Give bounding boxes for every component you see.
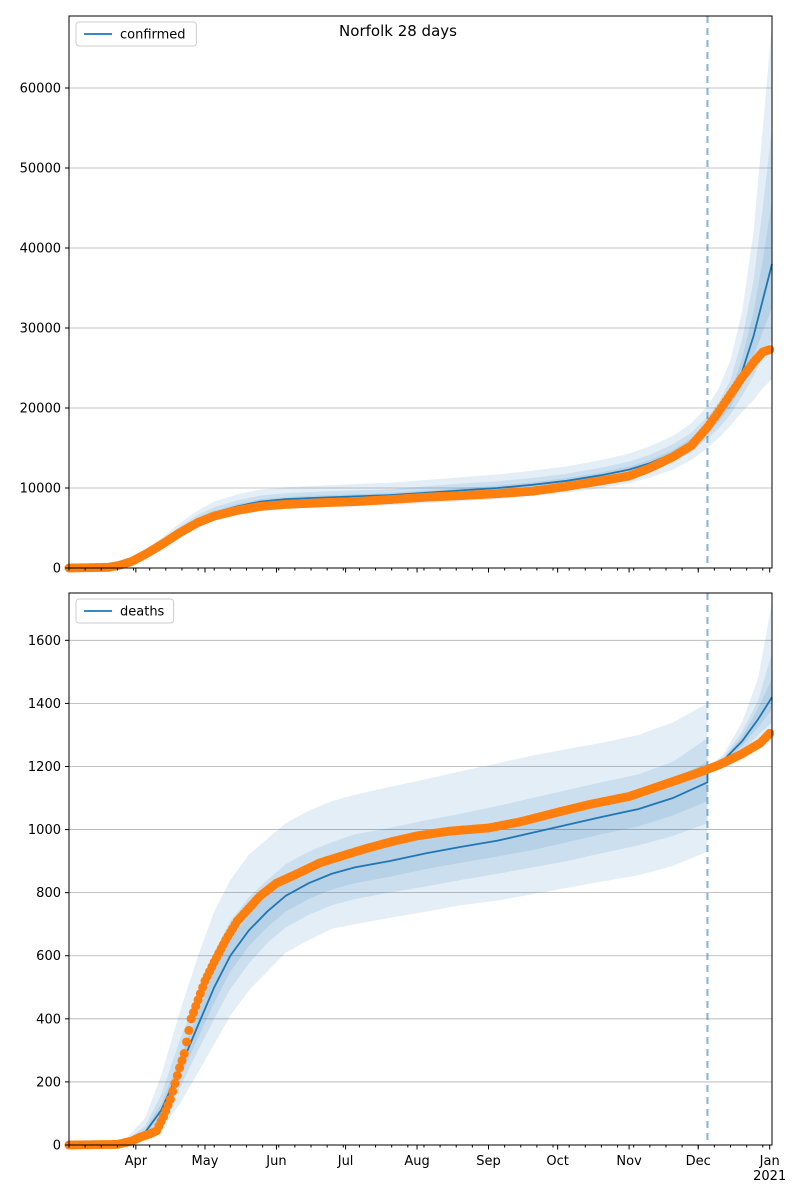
deaths-panel: 0 200 400 600 800 1000 1200 1400 1600 Apr May Jun Ju… xyxy=(28,592,786,1184)
y-tick-label: 30000 xyxy=(20,322,61,337)
y-tick-label: 60000 xyxy=(20,82,61,97)
observed-point xyxy=(175,1063,185,1073)
uncertainty-band-outer xyxy=(69,602,772,1145)
y-tick-label: 0 xyxy=(53,1139,61,1154)
x-tick-label: 2021 xyxy=(753,1169,786,1184)
x-tick-label: Sep xyxy=(476,1154,501,1169)
legend-box xyxy=(75,21,197,47)
x-tick-label: Aug xyxy=(404,1154,429,1169)
x-tick-label: Apr xyxy=(125,1154,148,1169)
y-tick-label: 400 xyxy=(36,1012,61,1027)
confirmed-panel: 0 10000 20000 30000 40000 50000 60000 confirmed xyxy=(20,15,775,577)
uncertainty-band-outer xyxy=(69,24,772,568)
y-tick-label: 0 xyxy=(53,562,61,577)
observed-point xyxy=(184,1025,194,1035)
observed-point xyxy=(179,1049,189,1059)
x-tick-label: Jun xyxy=(265,1154,286,1169)
observed-point xyxy=(177,1056,187,1066)
y-tick-label: 600 xyxy=(36,949,61,964)
legend-label: confirmed xyxy=(120,28,186,43)
plot-frame xyxy=(68,592,773,1146)
model-line xyxy=(68,263,773,569)
y-tick-label: 800 xyxy=(36,886,61,901)
x-tick-label: Jan xyxy=(759,1154,780,1169)
uncertainty-band-inner xyxy=(69,200,772,568)
y-tick-label: 20000 xyxy=(20,402,61,417)
observed-point xyxy=(182,1037,192,1047)
observed-point xyxy=(165,1094,175,1104)
y-tick-label: 1200 xyxy=(28,760,61,775)
observed-point xyxy=(168,1086,178,1096)
y-tick-label: 1000 xyxy=(28,823,61,838)
x-tick-label: Nov xyxy=(616,1154,642,1169)
observed-point xyxy=(765,345,775,355)
observed-point xyxy=(170,1078,180,1088)
legend-box xyxy=(75,598,175,624)
x-tick-label: Oct xyxy=(546,1154,568,1169)
plot-frame xyxy=(68,15,773,569)
y-tick-label: 200 xyxy=(36,1075,61,1090)
legend-label: deaths xyxy=(120,605,165,620)
x-tick-label: May xyxy=(192,1154,219,1169)
x-tick-label: Dec xyxy=(686,1154,711,1169)
y-tick-label: 1600 xyxy=(28,634,61,649)
observed-points xyxy=(64,345,775,573)
observed-point xyxy=(765,728,775,738)
observed-points xyxy=(64,728,775,1150)
y-tick-label: 10000 xyxy=(20,482,61,497)
observed-point xyxy=(172,1071,182,1081)
y-tick-label: 1400 xyxy=(28,697,61,712)
figure-title: Norfolk 28 days xyxy=(339,22,457,40)
y-tick-label: 40000 xyxy=(20,242,61,257)
x-tick-label: Jul xyxy=(337,1154,354,1169)
y-tick-label: 50000 xyxy=(20,162,61,177)
